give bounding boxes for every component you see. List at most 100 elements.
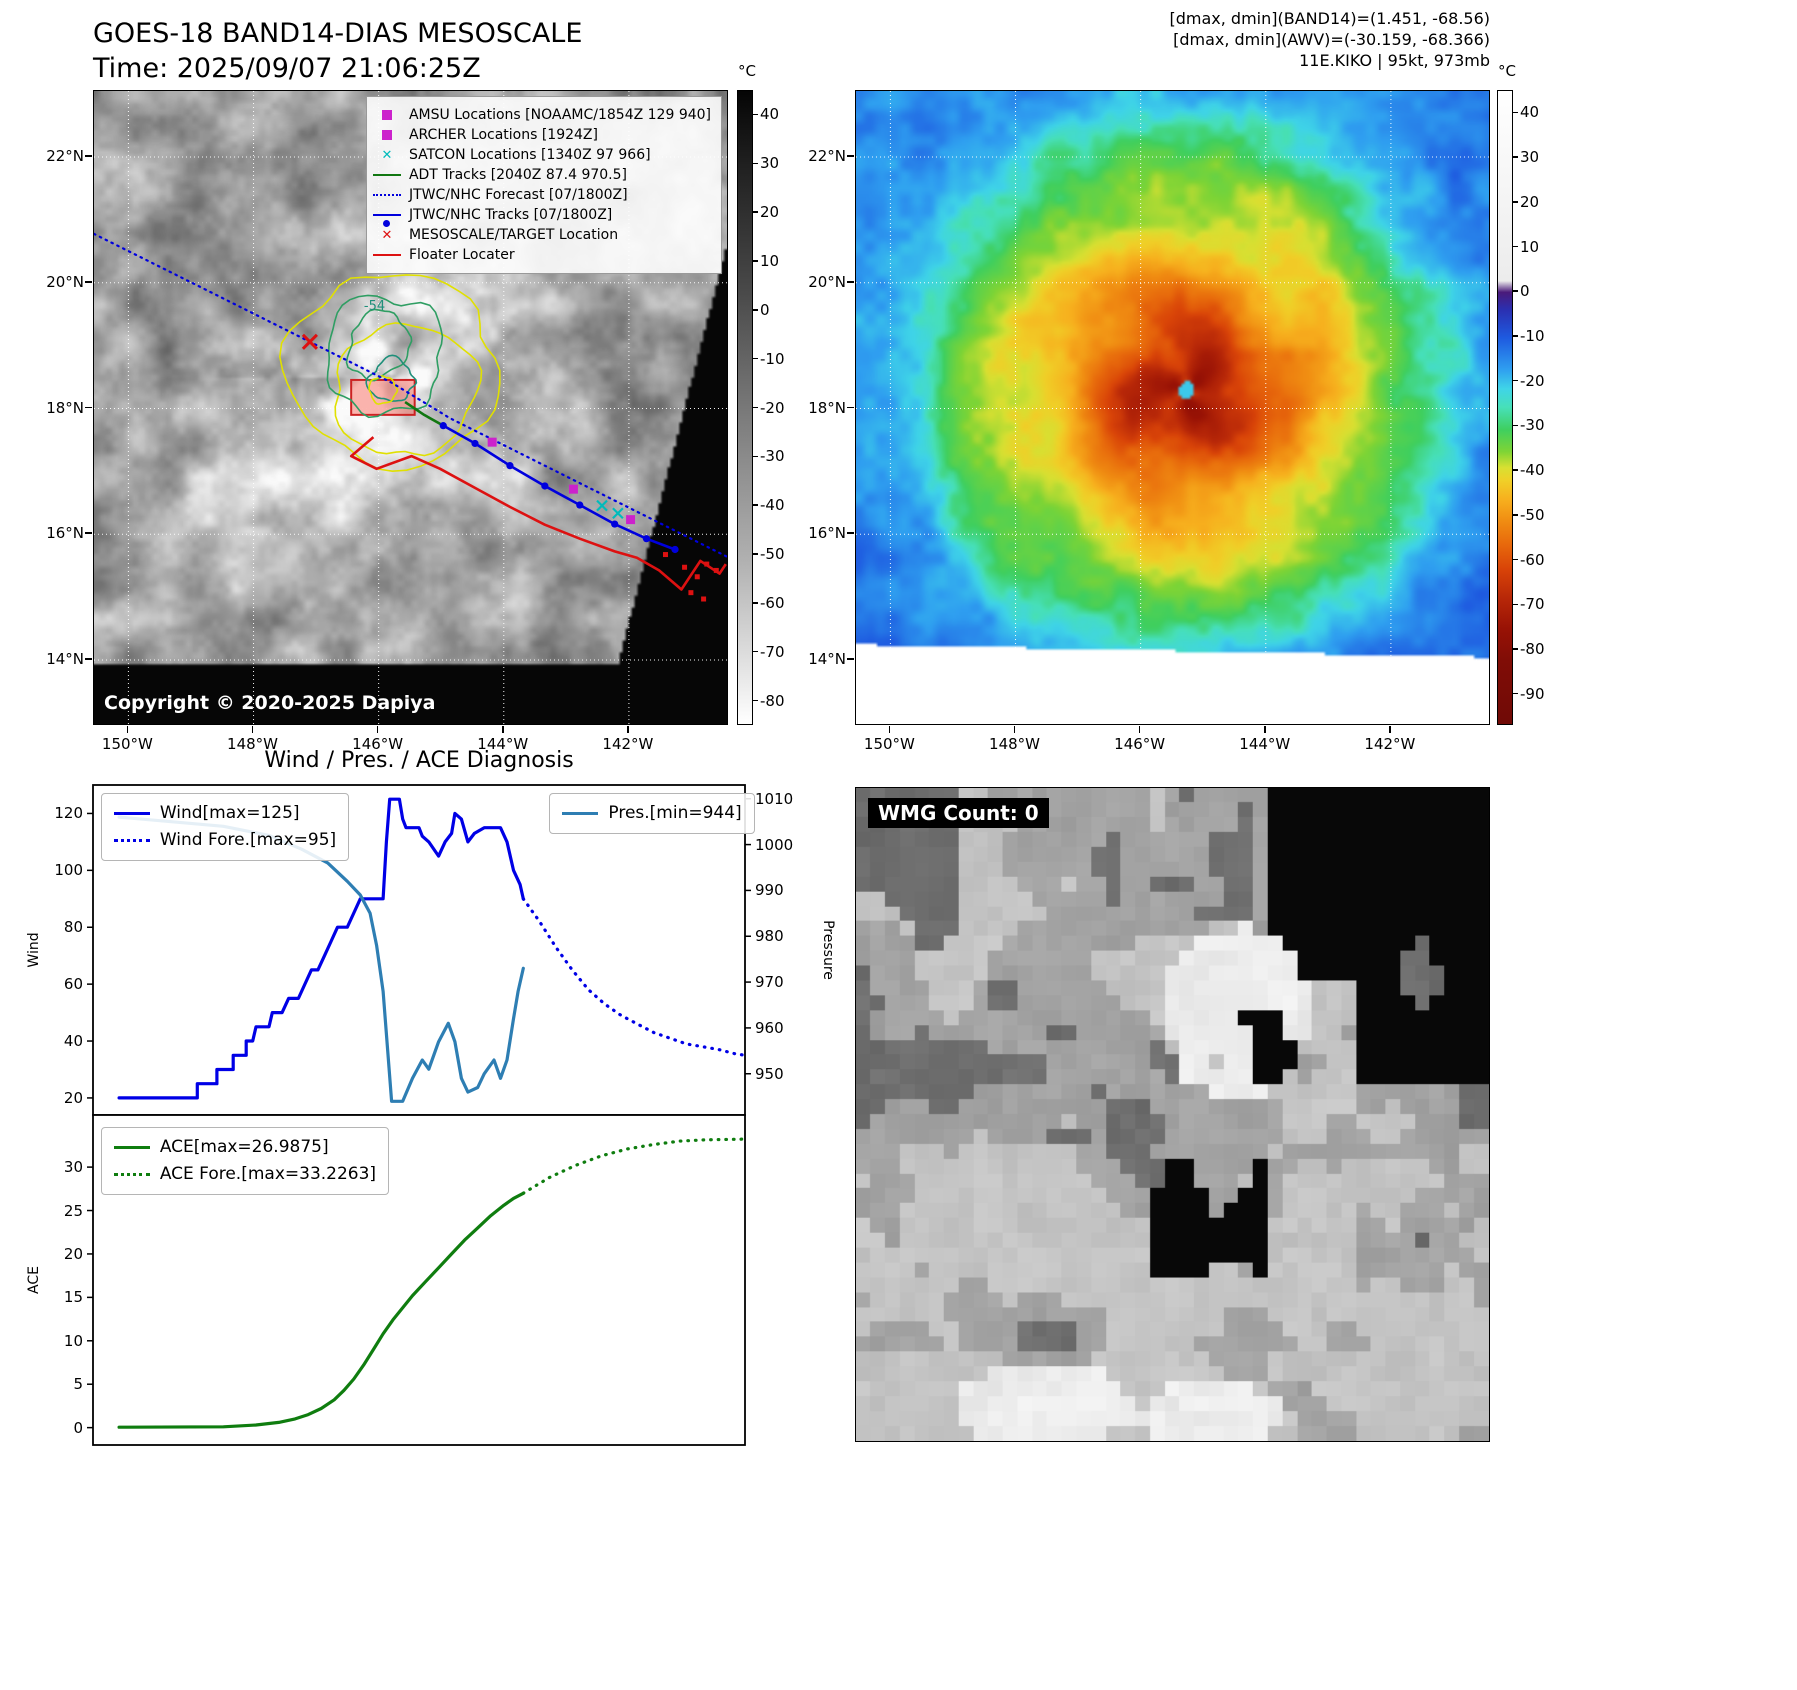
map-legend: AMSU Locations [NOAAMC/1854Z 129 940] ARC… [365,96,722,274]
tick-mark [1513,111,1518,114]
band14-colorbar [737,90,753,725]
tick-mark [627,726,629,733]
tick-mark [753,602,758,604]
legend-item: ✕ MESOSCALE/TARGET Location [371,225,711,245]
dotted-line-sample [113,839,150,843]
lat-tick-label: 22°N [46,147,84,165]
tick-mark [753,406,758,409]
colorbar2-unit: °C [1498,62,1516,80]
lat-tick-label: 14°N [808,649,846,668]
line-marker-legend-marker [371,214,403,227]
legend-entry-label: ACE[max=26.9875] [159,1136,329,1157]
colorbar-tick-label: 40 [1520,103,1540,122]
tick-mark [753,309,758,311]
colorbar-tick-label: -30 [1520,416,1545,435]
lon-tick-label: 142°W [602,735,654,753]
band14-overlay: -54 [94,91,727,724]
colorbar-tick-label: -40 [760,496,785,515]
tick-mark [753,260,758,262]
square-legend-marker [371,130,403,140]
line-legend-marker [371,254,403,256]
band14-satellite-map: -54 AMSU Locations [NOAAMC/1854Z 129 940… [93,90,728,725]
colorbar-tick-label: 10 [760,251,780,270]
y-tick-label: 20 [63,1088,83,1107]
tick-mark [1513,335,1518,337]
svg-text:-54: -54 [364,299,385,314]
wmg-image [856,788,1489,1441]
legend-entry-label: Wind[max=125] [159,803,300,824]
colorbar-tick-label: -50 [760,545,785,564]
tick-mark [753,357,758,360]
colorbar-tick-label: -30 [760,447,785,466]
y-tick-label: 970 [755,973,784,992]
tick-mark [753,504,758,506]
tick-mark [1513,558,1518,561]
tick-mark [376,726,379,733]
colorbar-tick-label: 30 [760,154,780,173]
wmg-count-label: WMG Count: 0 [868,798,1049,828]
legend-item: ✕ SATCON Locations [1340Z 97 966] [371,145,711,165]
colorbar-tick-label: -60 [1520,550,1545,569]
legend-item-label: ADT Tracks [2040Z 87.4 970.5] [408,167,627,183]
tick-mark [1138,726,1141,733]
y-tick-label: 990 [755,881,784,900]
copyright-text: Copyright © 2020-2025 Dapiya [104,692,436,714]
lon-tick-label: 142°W [1364,735,1416,753]
lat-tick-label: 16°N [46,524,84,543]
pressure-axis-label: Pressure [820,920,836,980]
tick-mark [888,726,891,733]
y-tick-label: 10 [63,1331,83,1350]
tick-mark [847,532,854,534]
colorbar-tick-label: -20 [760,398,785,417]
tick-mark [1513,469,1518,471]
legend-item-label: AMSU Locations [NOAAMC/1854Z 129 940] [408,107,711,123]
colorbar-tick-label: -10 [760,349,785,368]
chart-legend: Pres.[min=944] [549,793,755,835]
y-tick-label: 1000 [755,835,794,854]
legend-item-label: ARCHER Locations [1924Z] [408,127,598,143]
tick-mark [1513,692,1518,695]
tick-mark [847,155,854,157]
legend-entry: ACE Fore.[max=33.2263] [113,1161,377,1188]
tick-mark [1513,648,1518,650]
colorbar-tick-label: -70 [1520,595,1545,614]
diagnosis-title: Wind / Pres. / ACE Diagnosis [264,748,574,773]
colorbar-tick-label: 0 [760,300,770,319]
y-tick-label: 120 [54,804,83,823]
colorbar-tick-label: -70 [760,642,785,661]
tick-mark [1513,603,1518,605]
legend-entry-label: ACE Fore.[max=33.2263] [159,1163,377,1184]
lat-tick-label: 14°N [46,649,84,668]
tick-mark [85,155,92,157]
tick-mark [1513,156,1518,158]
legend-item-label: JTWC/NHC Forecast [07/1800Z] [408,187,628,203]
lon-tick-label: 146°W [1114,735,1166,753]
tick-mark [1513,245,1518,248]
lat-tick-label: 20°N [46,272,84,291]
lat-tick-label: 18°N [808,398,846,417]
y-tick-label: 80 [63,918,83,937]
tick-mark [1513,379,1518,382]
awv-colorbar [1497,90,1513,725]
tick-mark [1389,726,1391,733]
legend-entry-label: Wind Fore.[max=95] [159,830,337,851]
lat-tick-label: 18°N [46,398,84,417]
lon-tick-label: 146°W [352,735,404,753]
tick-mark [753,162,758,165]
y-tick-label: 20 [63,1244,83,1263]
y-tick-label: 30 [63,1158,83,1177]
y-tick-label: 5 [73,1375,83,1394]
tick-mark [1513,290,1518,292]
legend-item: JTWC/NHC Forecast [07/1800Z] [371,185,711,205]
colorbar-tick-label: -90 [1520,684,1545,703]
wind-axis-label: Wind [26,932,42,968]
colorbar-tick-label: -80 [760,691,785,710]
legend-item-label: JTWC/NHC Tracks [07/1800Z] [408,207,613,223]
lat-tick-label: 22°N [808,147,846,165]
tick-mark [85,281,92,283]
tick-mark [502,726,504,733]
colorbar-tick-label: 0 [1520,282,1530,301]
line-legend-marker [371,174,403,176]
y-tick-label: 0 [73,1418,83,1437]
